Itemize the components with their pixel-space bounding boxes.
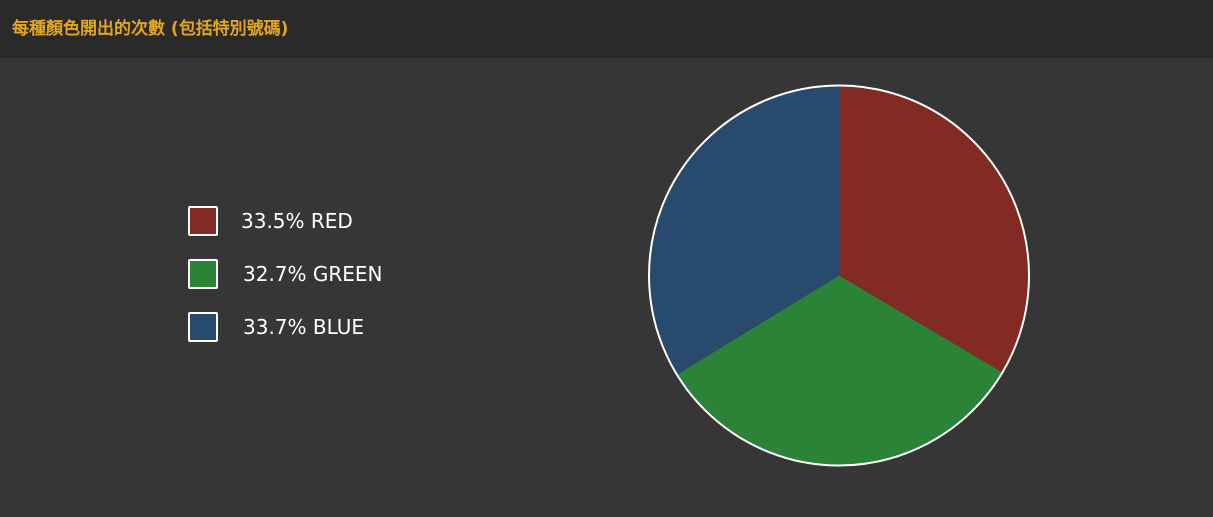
legend-label-red: 33.5% RED — [241, 209, 353, 233]
pie-slice-blue — [649, 85, 839, 375]
legend-item-green: 32.7% GREEN — [188, 259, 448, 293]
chart-header: 每種顏色開出的次數 (包括特別號碼) — [0, 0, 1213, 58]
legend-item-red: 33.5% RED — [188, 206, 448, 240]
pie-slice-red — [839, 85, 1030, 373]
legend-label-green: 32.7% GREEN — [243, 262, 383, 286]
legend-swatch-red — [188, 206, 218, 236]
legend-swatch-blue — [188, 312, 218, 342]
legend-item-blue: 33.7% BLUE — [188, 312, 448, 346]
legend-label-blue: 33.7% BLUE — [243, 315, 365, 339]
pie-slice-green — [676, 275, 1003, 466]
legend-swatch-green — [188, 259, 218, 289]
pie-outline — [648, 84, 1030, 467]
chart-title: 每種顏色開出的次數 (包括特別號碼) — [12, 19, 289, 39]
